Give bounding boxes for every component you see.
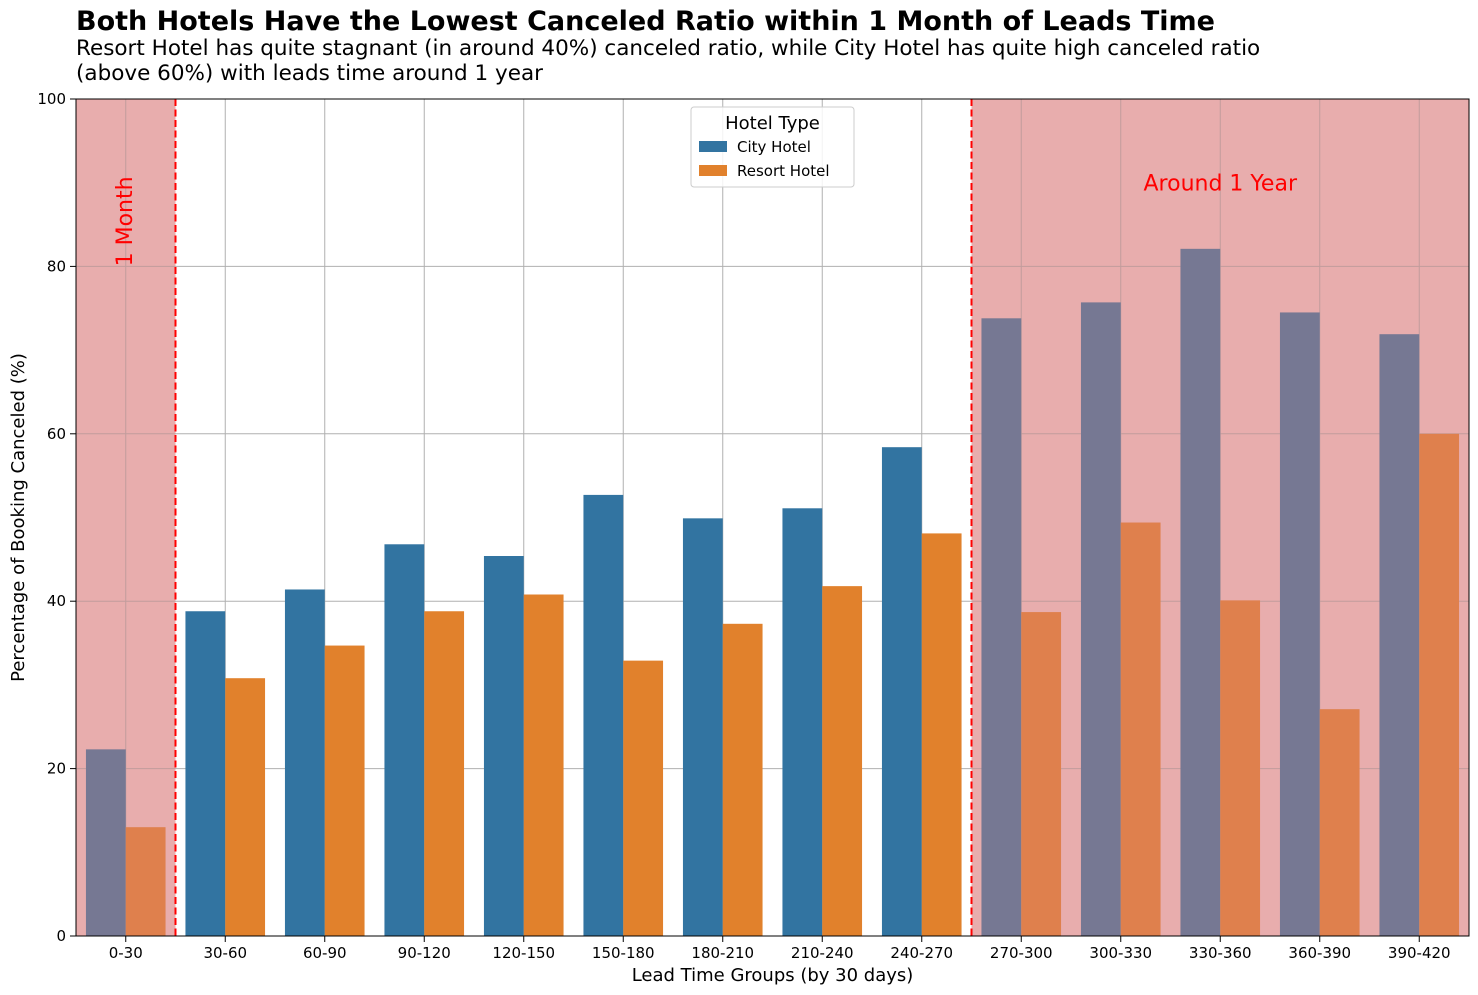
y-tick-label: 80	[47, 257, 66, 275]
bar-city-hotel-180-210	[682, 518, 723, 936]
legend-entry-2: Resort Hotel	[737, 162, 830, 180]
x-tick-label: 300-330	[1089, 944, 1152, 962]
bar-city-hotel-270-300	[981, 318, 1022, 936]
legend-swatch-2	[699, 165, 727, 176]
x-tick-label: 240-270	[890, 944, 953, 962]
axes-layer: 0 20 40 60 80 100 0-30 30-60 60-90 90-120 120-150 1…	[8, 90, 1470, 986]
bar-city-hotel-210-240	[782, 508, 823, 936]
axes-frame	[75, 98, 1470, 937]
bar-city-hotel-120-150	[483, 556, 524, 936]
legend-box	[690, 106, 855, 188]
x-tick-label: 30-60	[203, 944, 247, 962]
bars-layer	[85, 248, 1460, 936]
bar-city-hotel-300-330	[1080, 302, 1121, 936]
bar-city-hotel-360-390	[1279, 312, 1320, 936]
legend-title: Hotel Type	[725, 113, 820, 134]
bar-resort-hotel-150-180	[623, 660, 664, 936]
bar-resort-hotel-330-360	[1220, 600, 1261, 936]
legend: Hotel Type City Hotel Resort Hotel	[690, 106, 855, 188]
bar-city-hotel-90-120	[384, 544, 425, 936]
reference-lines-layer	[174, 99, 973, 936]
overlay-layer	[76, 99, 1469, 936]
y-tick-label: 20	[47, 760, 66, 778]
bar-resort-hotel-300-330	[1120, 522, 1161, 936]
legend-entry-1: City Hotel	[737, 138, 811, 156]
y-axis-label: Percentage of Booking Canceled (%)	[8, 353, 29, 682]
x-tick-label: 180-210	[691, 944, 754, 962]
x-tick-label: 360-390	[1288, 944, 1351, 962]
x-axis-label: Lead Time Groups (by 30 days)	[632, 965, 914, 986]
y-tick-label: 100	[37, 90, 66, 108]
chart-subtitle: Resort Hotel has quite stagnant (in arou…	[76, 36, 1261, 86]
y-tick-label: 60	[47, 425, 66, 443]
bar-resort-hotel-390-420	[1419, 433, 1460, 936]
bar-resort-hotel-60-90	[324, 645, 365, 936]
bar-resort-hotel-30-60	[225, 678, 266, 936]
x-tick-label: 60-90	[303, 944, 347, 962]
bar-city-hotel-0-30	[85, 749, 126, 936]
bar-resort-hotel-360-390	[1319, 709, 1360, 936]
bar-city-hotel-240-270	[881, 447, 922, 936]
x-tick-label: 150-180	[592, 944, 655, 962]
x-tick-label: 390-420	[1388, 944, 1451, 962]
bar-resort-hotel-210-240	[822, 586, 863, 936]
highlight-overlay-1	[76, 99, 176, 936]
legend-swatch-1	[699, 141, 727, 152]
bar-city-hotel-60-90	[284, 589, 325, 936]
y-tick-label: 0	[56, 927, 66, 945]
x-tick-label: 0-30	[109, 944, 143, 962]
bar-resort-hotel-180-210	[722, 623, 763, 936]
x-tick-label: 90-120	[398, 944, 451, 962]
chart-title: Both Hotels Have the Lowest Canceled Rat…	[76, 6, 1215, 37]
bar-resort-hotel-120-150	[523, 594, 564, 936]
bar-city-hotel-30-60	[185, 611, 226, 936]
bar-city-hotel-150-180	[583, 494, 624, 936]
annotations-layer: 1 Month Around 1 Year	[113, 172, 1298, 267]
bar-resort-hotel-90-120	[424, 611, 465, 936]
x-tick-label: 210-240	[791, 944, 854, 962]
bar-resort-hotel-240-270	[921, 533, 962, 936]
x-tick-label: 270-300	[990, 944, 1053, 962]
annotation-1: 1 Month	[113, 176, 138, 266]
x-tick-label: 120-150	[492, 944, 555, 962]
bar-city-hotel-390-420	[1379, 334, 1420, 936]
x-tick-label: 330-360	[1189, 944, 1252, 962]
bar-resort-hotel-270-300	[1021, 612, 1062, 936]
annotation-2: Around 1 Year	[1144, 172, 1298, 197]
bar-city-hotel-330-360	[1180, 248, 1221, 936]
highlight-overlay-2	[971, 99, 1469, 936]
y-tick-label: 40	[47, 592, 66, 610]
bar-resort-hotel-0-30	[125, 827, 166, 936]
